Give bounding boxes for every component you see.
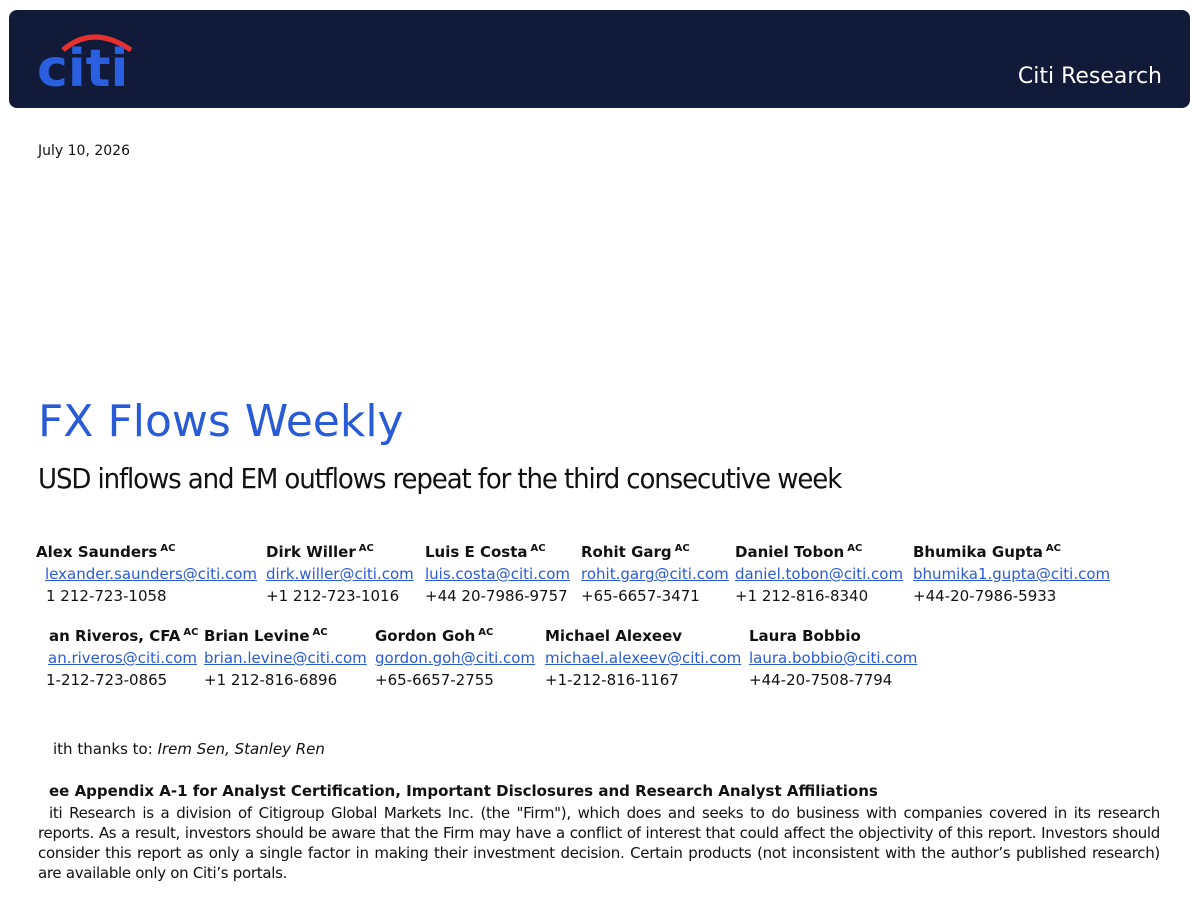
author-phone: 1 212-723-1058 xyxy=(46,587,167,605)
badge: AC xyxy=(530,543,546,554)
author-name: Laura Bobbio xyxy=(749,627,861,645)
author-name: Luis E Costa AC xyxy=(425,543,546,561)
thanks-label: ith thanks to: xyxy=(53,740,153,758)
author-phone: +65-6657-2755 xyxy=(375,671,494,689)
author-name-text: Bhumika Gupta xyxy=(913,543,1043,561)
author-name: Gordon Goh AC xyxy=(375,627,493,645)
author-name: Rohit Garg AC xyxy=(581,543,690,561)
brand: Citi Research xyxy=(1017,64,1162,89)
author-email[interactable]: brian.levine@citi.com xyxy=(204,649,367,667)
author-name-text: Michael Alexeev xyxy=(545,627,683,645)
author-email[interactable]: dirk.willer@citi.com xyxy=(266,565,414,583)
author-email[interactable]: bhumika1.gupta@citi.com xyxy=(913,565,1111,583)
date: July 10, 2026 xyxy=(38,143,130,159)
author-email[interactable]: michael.alexeev@citi.com xyxy=(545,649,742,667)
author-email[interactable]: luis.costa@citi.com xyxy=(425,565,571,583)
author-email[interactable]: an.riveros@citi.com xyxy=(48,649,198,667)
header-bar: citi Citi Research xyxy=(9,10,1190,108)
author-name: Alex Saunders AC xyxy=(36,543,175,561)
author-name: Dirk Willer AC xyxy=(266,543,374,561)
author-email[interactable]: rohit.garg@citi.com xyxy=(581,565,729,583)
badge: AC xyxy=(160,543,176,554)
badge: AC xyxy=(183,627,199,638)
author-name-text: Alex Saunders xyxy=(36,543,158,561)
title: FX Flows Weekly xyxy=(38,396,404,447)
author-email[interactable]: lexander.saunders@citi.com xyxy=(45,565,258,583)
author-name-text: Daniel Tobon xyxy=(735,543,845,561)
logo-text: citi xyxy=(37,39,128,92)
author-phone: +44-20-7986-5933 xyxy=(913,587,1057,605)
author-phone: +65-6657-3471 xyxy=(581,587,700,605)
author-name-text: Luis E Costa xyxy=(425,543,528,561)
subtitle: USD inflows and EM outflows repeat for t… xyxy=(38,462,842,495)
author-name-text: an Riveros, CFA xyxy=(49,627,181,645)
author-name-text: Rohit Garg xyxy=(581,543,672,561)
author-phone: +1 212-816-8340 xyxy=(735,587,869,605)
badge: AC xyxy=(358,543,374,554)
author-email[interactable]: laura.bobbio@citi.com xyxy=(749,649,918,667)
author-name-text: Dirk Willer xyxy=(266,543,356,561)
author-phone: +44 20-7986-9757 xyxy=(425,587,568,605)
logo: citi xyxy=(37,34,133,92)
author-phone: 1-212-723-0865 xyxy=(46,671,168,689)
author-name: an Riveros, CFA AC xyxy=(49,627,198,645)
disclosure-body: iti Research is a division of Citigroup … xyxy=(38,804,1160,882)
disclosure-heading: ee Appendix A-1 for Analyst Certificatio… xyxy=(49,782,878,800)
author-name: Bhumika Gupta AC xyxy=(913,543,1061,561)
thanks: ith thanks to: Irem Sen, Stanley Ren xyxy=(53,740,325,758)
author-name-text: Brian Levine xyxy=(204,627,310,645)
author-phone: +1-212-816-1167 xyxy=(545,671,679,689)
badge: AC xyxy=(478,627,494,638)
author-phone: +1 212-723-1016 xyxy=(266,587,400,605)
badge: AC xyxy=(847,543,863,554)
badge: AC xyxy=(1045,543,1061,554)
author-phone: +1 212-816-6896 xyxy=(204,671,338,689)
author-email[interactable]: daniel.tobon@citi.com xyxy=(735,565,904,583)
author-name: Brian Levine AC xyxy=(204,627,328,645)
badge: AC xyxy=(674,543,690,554)
author-name: Michael Alexeev xyxy=(545,627,682,645)
author-email[interactable]: gordon.goh@citi.com xyxy=(375,649,536,667)
author-name: Daniel Tobon AC xyxy=(735,543,862,561)
author-name-text: Laura Bobbio xyxy=(749,627,861,645)
author-name-text: Gordon Goh xyxy=(375,627,476,645)
thanks-names: Irem Sen, Stanley Ren xyxy=(157,740,325,758)
badge: AC xyxy=(312,627,328,638)
author-phone: +44-20-7508-7794 xyxy=(749,671,893,689)
